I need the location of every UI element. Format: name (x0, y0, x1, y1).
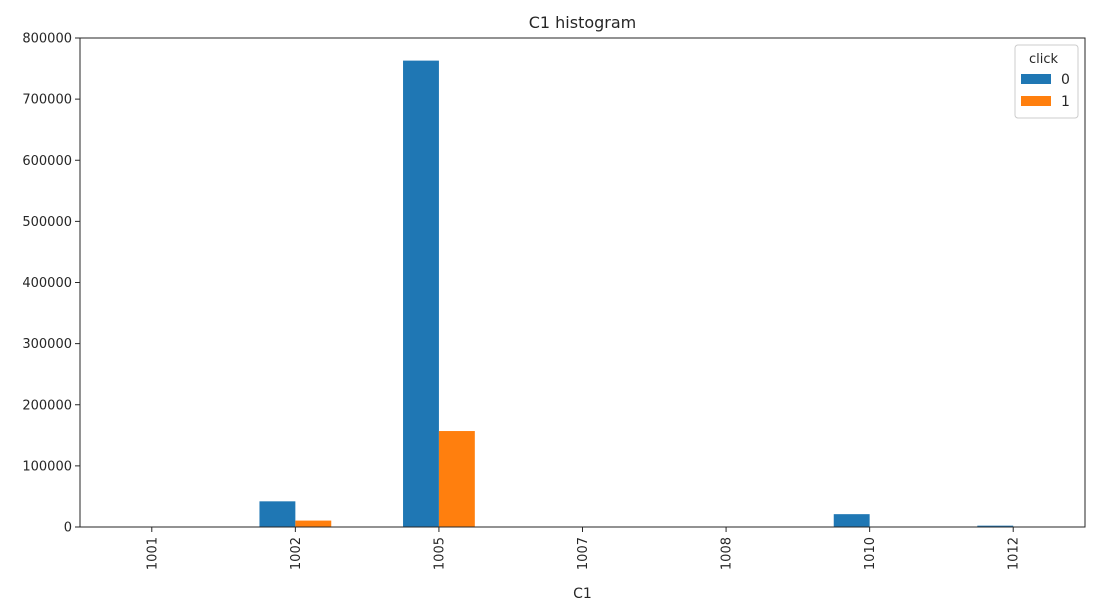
plot-frame (79, 37, 1086, 528)
y-axis: 0 100000 200000 300000 400000 500000 600000 700… (22, 32, 80, 536)
x-tick-label: 1007 (576, 537, 591, 570)
legend-label-0: 0 (1061, 72, 1070, 88)
legend-swatch-0 (1021, 74, 1051, 84)
legend-label-1: 1 (1061, 94, 1070, 110)
y-tick-label: 100000 (22, 459, 72, 474)
bar-1005-click-1 (438, 431, 475, 527)
y-tick-label: 300000 (22, 337, 72, 352)
x-tick-label: 1010 (863, 537, 878, 570)
y-tick-label: 800000 (22, 32, 72, 47)
bar-1005-click-0 (403, 60, 439, 528)
x-tick-label: 1001 (145, 537, 160, 570)
y-tick-label: 400000 (22, 276, 72, 291)
y-tick-label: 200000 (22, 398, 72, 413)
x-tick-label: 1012 (1007, 537, 1022, 570)
legend-swatch-1 (1021, 96, 1051, 106)
x-tick-label: 1005 (432, 537, 447, 570)
y-tick-label: 700000 (22, 93, 72, 108)
y-tick-label: 0 (64, 521, 72, 536)
x-axis-label: C1 (573, 586, 592, 602)
x-tick-label: 1008 (720, 537, 735, 570)
bar-1002-click-1 (295, 520, 332, 527)
x-tick-label: 1002 (289, 537, 304, 570)
legend-title: click (1029, 52, 1059, 67)
bars (115, 60, 1050, 528)
y-tick-label: 500000 (22, 215, 72, 230)
bar-1010-click-0 (833, 514, 870, 527)
chart-title: C1 histogram (529, 13, 637, 32)
y-tick-label: 600000 (22, 154, 72, 169)
bar-1002-click-0 (259, 501, 296, 527)
bar-1012-click-0 (977, 525, 1014, 527)
x-axis: 1001 1002 1005 1007 1008 1010 1012 (145, 527, 1022, 570)
